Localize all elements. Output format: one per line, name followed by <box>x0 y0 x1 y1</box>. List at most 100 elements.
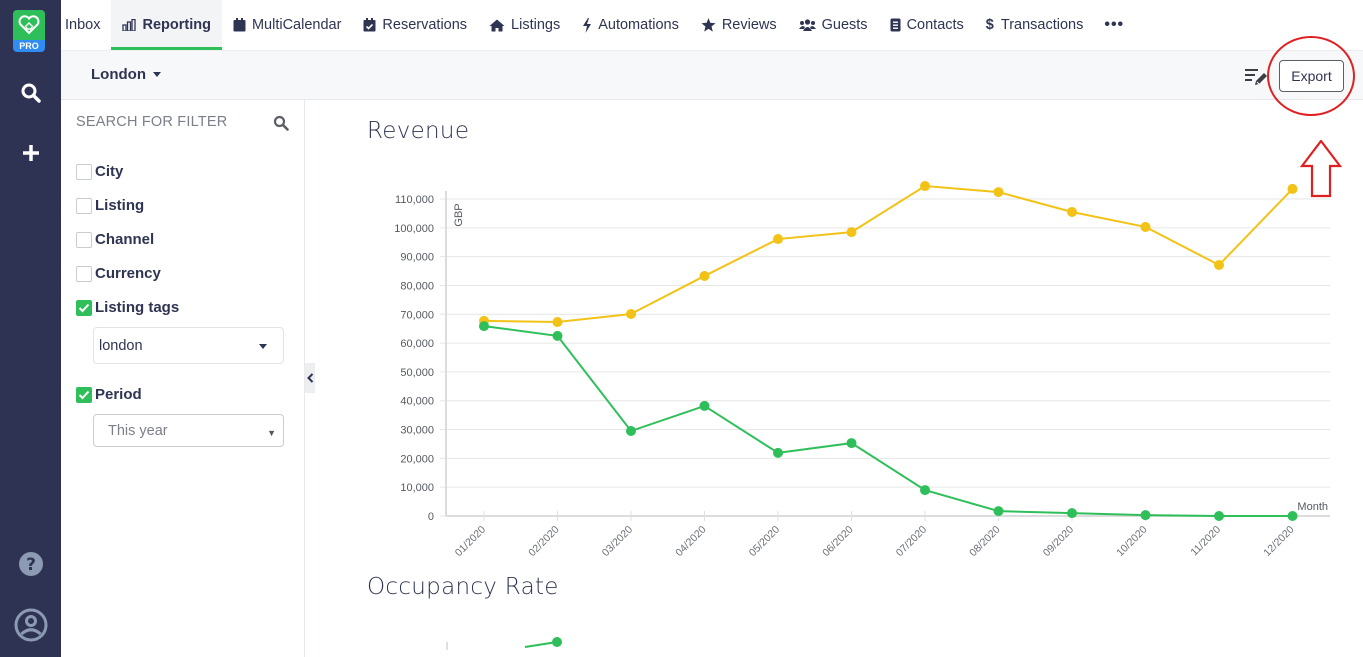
filter-city-label: City <box>95 163 124 180</box>
app-rail: PRO ? <box>0 0 61 657</box>
filter-listing-label: Listing <box>95 197 145 214</box>
nav-multicalendar-label: MultiCalendar <box>251 17 342 33</box>
nav-listings[interactable]: Listings <box>478 0 571 50</box>
data-point-green <box>479 321 489 332</box>
bolt-icon <box>583 17 592 33</box>
city-dropdown-value: London <box>91 66 146 83</box>
nav-inbox[interactable]: Inbox <box>61 0 111 50</box>
nav-contacts[interactable]: Contacts <box>879 0 975 50</box>
series-line-yellow <box>483 185 1294 324</box>
data-point-yellow <box>1140 221 1151 232</box>
y-tick-label: 30,000 <box>400 425 434 437</box>
x-tick-label: 10/2020 <box>1114 524 1149 559</box>
edit-columns-icon[interactable] <box>1245 67 1269 92</box>
x-tick-label: 09/2020 <box>1041 524 1076 559</box>
x-tick-label: 05/2020 <box>747 524 782 559</box>
y-tick-label: 0 <box>428 511 434 523</box>
filter-panel: SEARCH FOR FILTER City Listing Channel C… <box>61 100 305 657</box>
currency-checkbox[interactable] <box>76 265 92 282</box>
filter-currency[interactable]: Currency <box>76 265 161 282</box>
filter-search-input[interactable]: SEARCH FOR FILTER <box>76 114 228 130</box>
data-point-green <box>1067 508 1077 519</box>
search-icon[interactable] <box>0 82 61 104</box>
x-tick-label: 03/2020 <box>600 524 635 559</box>
dollar-icon: $ <box>985 17 994 33</box>
report-subheader: London Export <box>61 50 1363 100</box>
period-checkbox[interactable] <box>76 386 92 403</box>
star-icon <box>701 18 716 32</box>
top-navigation: Inbox Reporting MultiCalendar Reservatio… <box>61 0 1363 50</box>
chevron-down-icon <box>259 344 267 349</box>
data-point-yellow <box>699 270 710 281</box>
period-select[interactable]: This year ▼ <box>93 414 284 447</box>
nav-reporting[interactable]: Reporting <box>111 0 222 50</box>
annotation-circle <box>1267 36 1355 116</box>
y-tick-label: 80,000 <box>400 280 434 292</box>
x-tick-label: 08/2020 <box>967 524 1002 559</box>
collapse-panel-button[interactable] <box>305 363 315 393</box>
y-tick-label: 90,000 <box>400 252 434 264</box>
nav-transactions[interactable]: $ Transactions <box>975 0 1095 50</box>
city-checkbox[interactable] <box>76 163 92 180</box>
filter-city[interactable]: City <box>76 163 123 180</box>
check-icon <box>78 303 90 312</box>
filter-listing[interactable]: Listing <box>76 197 144 214</box>
nav-reviews[interactable]: Reviews <box>690 0 788 50</box>
more-menu-button[interactable]: ••• <box>1104 16 1125 33</box>
nav-reservations[interactable]: Reservations <box>352 0 478 50</box>
heart-logo-icon <box>13 10 45 40</box>
data-point-yellow <box>920 181 930 192</box>
revenue-chart: 0 10,000 20,000 30,000 40,000 50,000 60,000 70,… <box>394 181 1330 559</box>
nav-transactions-label: Transactions <box>1000 17 1084 33</box>
y-tick-label: 100,000 <box>394 223 434 235</box>
address-book-icon <box>890 18 901 32</box>
data-point-yellow <box>1214 259 1224 270</box>
search-icon[interactable] <box>273 115 289 136</box>
users-icon <box>798 19 816 31</box>
x-tick-label: 06/2020 <box>820 524 855 559</box>
nav-multicalendar[interactable]: MultiCalendar <box>222 0 352 50</box>
app-logo[interactable]: PRO <box>13 10 45 52</box>
nav-contacts-label: Contacts <box>906 17 964 33</box>
data-point-green <box>1214 511 1224 521</box>
calendar-check-icon <box>363 18 376 32</box>
filter-currency-label: Currency <box>95 265 161 282</box>
filter-channel[interactable]: Channel <box>76 231 154 248</box>
nav-reviews-label: Reviews <box>721 17 777 33</box>
y-tick-label: 110,000 <box>395 194 434 206</box>
bar-chart-icon <box>122 19 137 31</box>
annotation-up-arrow-icon <box>1300 140 1342 198</box>
city-dropdown[interactable]: London <box>91 66 161 83</box>
data-point-yellow <box>1067 206 1077 217</box>
filter-period-label: Period <box>95 386 142 403</box>
data-point-yellow <box>1287 183 1298 194</box>
data-point-green <box>993 506 1004 517</box>
listing-tags-select[interactable]: london <box>93 327 284 364</box>
nav-automations-label: Automations <box>598 17 679 33</box>
y-tick-label: 10,000 <box>400 482 434 494</box>
data-point-green <box>1140 510 1151 521</box>
data-point-yellow <box>773 234 783 245</box>
x-tick-label: 12/2020 <box>1261 524 1296 559</box>
y-tick-label: 20,000 <box>400 453 434 465</box>
plus-icon[interactable] <box>0 143 61 163</box>
nav-listings-label: Listings <box>511 17 561 33</box>
nav-inbox-label: Inbox <box>65 17 101 33</box>
listing-tags-value: london <box>99 338 143 354</box>
help-icon[interactable]: ? <box>0 551 61 577</box>
series-line-green <box>483 325 1293 517</box>
occupancy-series-line <box>524 641 558 648</box>
filter-listing-tags[interactable]: Listing tags <box>76 299 179 316</box>
nav-reservations-label: Reservations <box>382 17 468 33</box>
nav-automations[interactable]: Automations <box>571 0 690 50</box>
filter-period[interactable]: Period <box>76 386 142 403</box>
listing-checkbox[interactable] <box>76 197 92 214</box>
data-point-green <box>699 400 710 411</box>
calendar-icon <box>233 18 246 32</box>
x-tick-label: 01/2020 <box>453 524 488 559</box>
data-point-yellow <box>993 187 1004 198</box>
user-avatar-icon[interactable] <box>0 608 61 642</box>
nav-guests[interactable]: Guests <box>788 0 879 50</box>
channel-checkbox[interactable] <box>76 231 92 248</box>
listing-tags-checkbox[interactable] <box>76 299 92 316</box>
